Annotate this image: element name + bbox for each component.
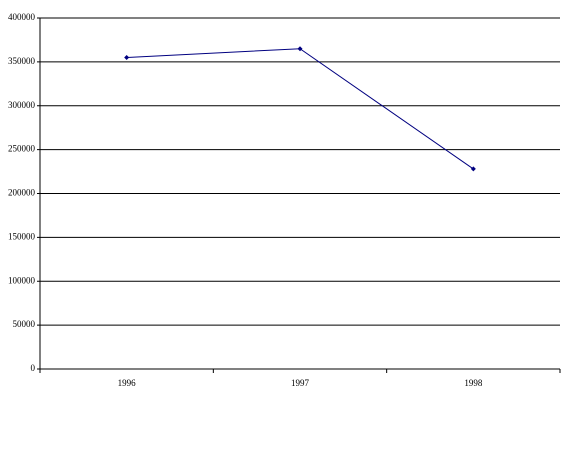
y-tick-label: 300000 xyxy=(8,100,36,110)
x-tick-label: 1997 xyxy=(291,378,310,388)
data-line xyxy=(126,48,474,170)
data-marker xyxy=(297,46,303,52)
y-tick-label: 50000 xyxy=(13,319,36,329)
y-tick-label: 0 xyxy=(31,363,36,373)
y-tick-label: 100000 xyxy=(8,275,36,285)
y-tick-label: 250000 xyxy=(8,144,36,154)
x-tick-label: 1996 xyxy=(118,378,137,388)
data-marker xyxy=(470,166,476,172)
y-tick-label: 200000 xyxy=(8,188,36,198)
data-marker xyxy=(124,54,130,60)
y-tick-label: 150000 xyxy=(8,231,36,241)
x-tick-label: 1998 xyxy=(464,378,483,388)
y-tick-label: 400000 xyxy=(8,12,36,22)
y-tick-label: 350000 xyxy=(8,56,36,66)
